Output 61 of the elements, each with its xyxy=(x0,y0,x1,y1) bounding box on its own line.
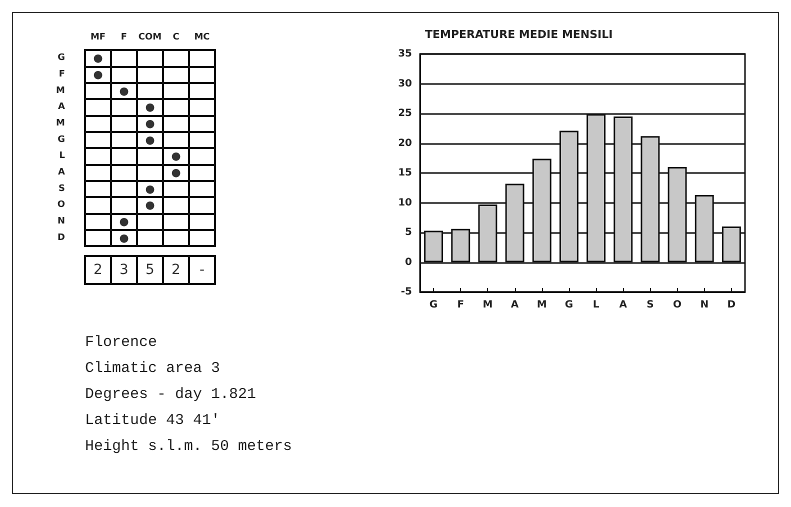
x-tick-label: G xyxy=(429,300,438,310)
text: ● xyxy=(93,52,103,65)
category-label: MF xyxy=(90,32,106,42)
y-tick-label: 15 xyxy=(398,168,412,178)
category-label: N xyxy=(57,216,65,226)
category-label: F xyxy=(58,70,65,80)
text: ● xyxy=(145,117,155,130)
x-tick-label: S xyxy=(646,300,654,310)
category-label: A xyxy=(58,168,65,178)
category-label: C xyxy=(172,32,180,42)
category-label: F xyxy=(120,32,128,42)
text: ● xyxy=(93,68,103,81)
y-tick-label: 35 xyxy=(398,48,412,60)
y-tick-label: 25 xyxy=(398,108,412,119)
text: ● xyxy=(119,215,129,228)
text: ● xyxy=(171,166,181,179)
text: ● xyxy=(171,150,181,163)
category-label: L xyxy=(59,151,65,162)
category-label: A xyxy=(58,102,65,112)
x-tick-label: L xyxy=(592,300,600,310)
x-tick-label: M xyxy=(482,300,493,310)
y-tick-label: 20 xyxy=(398,138,412,149)
x-tick-label: N xyxy=(700,300,709,310)
category-label: S xyxy=(58,184,65,194)
category-label: G xyxy=(58,53,65,64)
y-tick-label: 0 xyxy=(405,256,412,268)
text: 3 xyxy=(120,262,128,278)
x-tick-label: O xyxy=(673,300,682,310)
category-label: D xyxy=(58,232,65,243)
text: Degrees - day 1.821 xyxy=(85,385,258,405)
text: 2 xyxy=(172,262,180,278)
category-label: O xyxy=(57,200,65,210)
text: ● xyxy=(145,198,155,212)
category-label: G xyxy=(58,134,65,145)
text: 5 xyxy=(146,262,154,278)
x-tick-label: F xyxy=(457,300,464,310)
text: ● xyxy=(145,100,155,114)
category-label: MC xyxy=(194,32,210,42)
x-tick-label: G xyxy=(564,300,574,310)
y-tick-label: 30 xyxy=(398,78,412,90)
text: Height s.l.m. 50 meters xyxy=(85,437,294,457)
text: ● xyxy=(145,182,155,196)
text: Climatic area 3 xyxy=(85,359,222,379)
text: Florence xyxy=(85,333,158,353)
text: ● xyxy=(119,231,129,244)
x-tick-label: D xyxy=(727,300,736,310)
x-tick-label: A xyxy=(510,300,519,310)
category-label: COM xyxy=(138,32,162,42)
text: ● xyxy=(145,133,155,146)
text: ● xyxy=(119,84,129,98)
x-tick-label: M xyxy=(536,300,547,310)
y-tick-label: -5 xyxy=(400,286,412,298)
y-tick-label: 10 xyxy=(398,197,412,208)
category-label: M xyxy=(56,118,65,128)
text: 2 xyxy=(94,262,102,278)
text: Latitude 43 41' xyxy=(85,411,222,431)
chart-title: TEMPERATURE MEDIE MENSILI xyxy=(425,28,613,41)
x-tick-label: A xyxy=(619,300,628,310)
text: - xyxy=(199,262,205,278)
y-tick-label: 5 xyxy=(405,227,412,238)
category-label: M xyxy=(56,86,65,96)
